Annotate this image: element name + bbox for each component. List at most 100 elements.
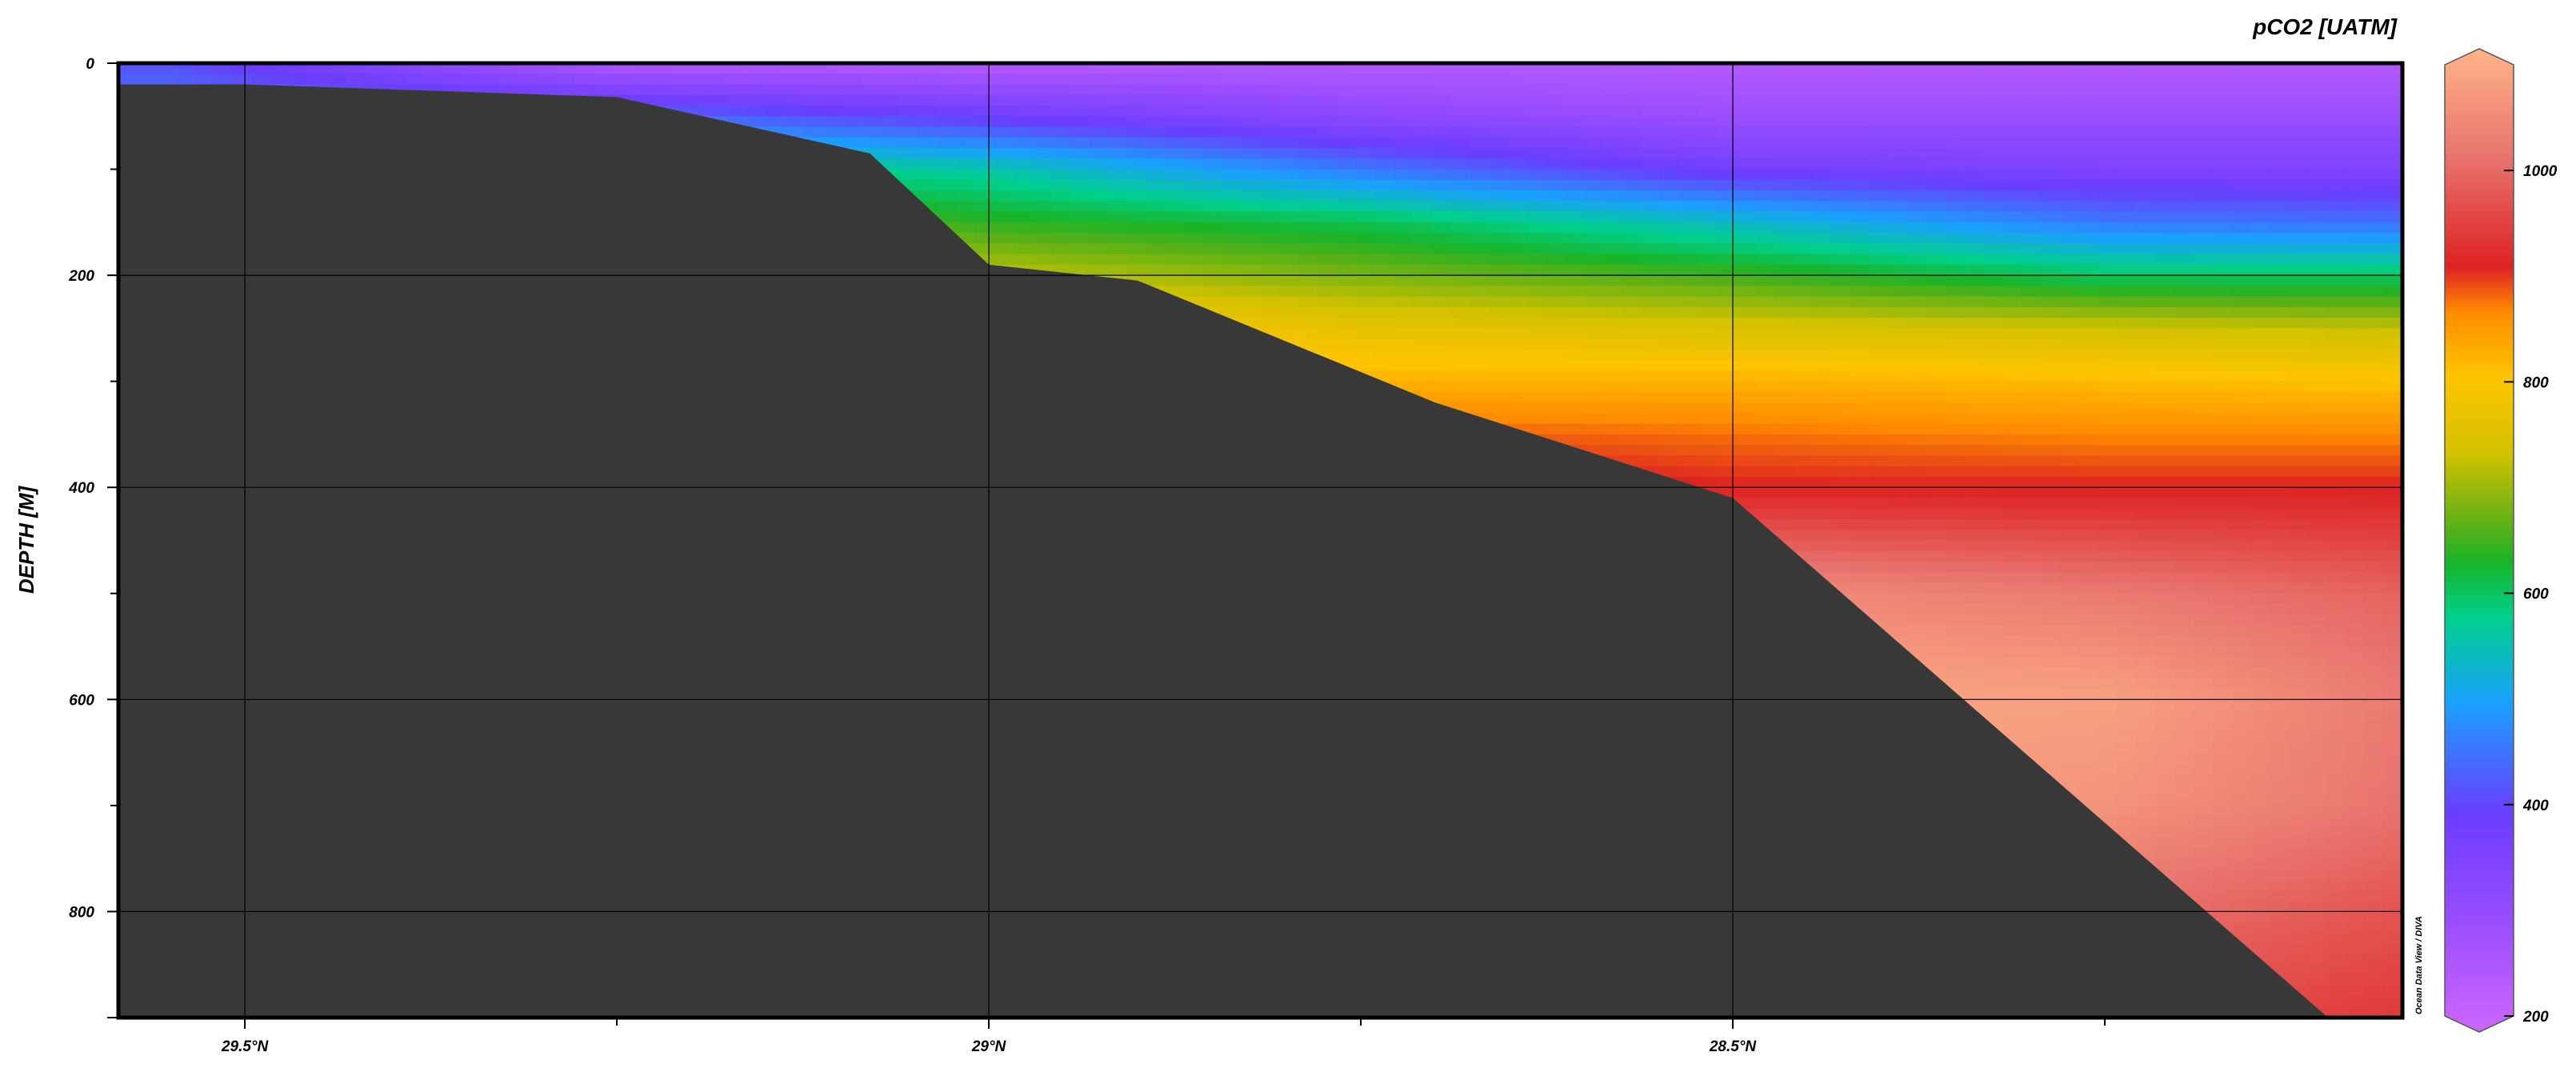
field-cell <box>2098 137 2118 149</box>
field-cell <box>1412 106 1433 118</box>
field-cell <box>2307 275 2327 287</box>
field-cell <box>1907 445 1928 457</box>
field-cell <box>1412 126 1433 138</box>
field-cell <box>1260 264 1281 276</box>
field-cell <box>1602 286 1623 298</box>
field-cell <box>1622 148 1642 160</box>
field-cell <box>1260 254 1281 266</box>
field-cell <box>1431 360 1452 372</box>
field-cell <box>1602 63 1623 75</box>
field-cell <box>2078 338 2099 350</box>
field-cell <box>1126 63 1147 75</box>
field-cell <box>1831 476 1851 489</box>
field-cell <box>1888 264 1909 276</box>
field-cell <box>1489 243 1509 255</box>
field-cell <box>1907 370 1928 382</box>
field-cell <box>1450 328 1471 340</box>
field-cell <box>1983 466 2004 478</box>
field-cell <box>1374 286 1394 298</box>
field-cell <box>860 84 881 96</box>
field-cell <box>2059 211 2080 223</box>
field-cell <box>1983 338 2004 350</box>
field-cell <box>1888 487 1909 499</box>
field-cell <box>1983 402 2004 414</box>
field-cell <box>1736 413 1756 425</box>
field-cell <box>1907 211 1928 223</box>
field-cell <box>1317 74 1338 86</box>
field-cell <box>2212 338 2232 350</box>
field-cell <box>1850 74 1870 86</box>
field-cell <box>2345 190 2366 202</box>
field-cell <box>1507 306 1528 318</box>
field-cell <box>2250 370 2270 382</box>
field-cell <box>1755 148 1775 160</box>
field-cell <box>842 106 862 118</box>
field-cell <box>1622 306 1642 318</box>
field-cell <box>2383 370 2402 382</box>
field-cell <box>1698 222 1718 234</box>
field-cell <box>1812 370 1833 382</box>
field-cell <box>2288 254 2308 266</box>
field-cell <box>1926 370 1946 382</box>
field-cell <box>746 84 766 96</box>
field-cell <box>2040 338 2061 350</box>
field-cell <box>1641 116 1661 128</box>
field-cell <box>1926 158 1946 170</box>
field-cell <box>1964 306 1985 318</box>
field-cell <box>974 116 995 128</box>
field-cell <box>1869 318 1890 330</box>
field-cell <box>1126 222 1147 234</box>
field-cell <box>1070 222 1090 234</box>
field-cell <box>2383 233 2402 245</box>
field-cell <box>1126 106 1147 118</box>
field-cell <box>1660 126 1680 138</box>
field-cell <box>1565 360 1585 372</box>
field-cell <box>2022 455 2042 467</box>
field-cell <box>1602 370 1623 382</box>
field-cell <box>1678 402 1699 414</box>
field-cell <box>2002 487 2022 499</box>
field-cell <box>1602 94 1623 106</box>
field-cell <box>594 74 614 86</box>
field-cell <box>2230 360 2251 372</box>
field-cell <box>1869 381 1890 393</box>
field-cell <box>1793 137 1814 149</box>
field-cell <box>2098 296 2118 308</box>
field-cell <box>2154 169 2175 181</box>
field-cell <box>2174 74 2194 86</box>
field-cell <box>1602 413 1623 425</box>
field-cell <box>1946 211 1966 223</box>
field-cell <box>1869 402 1890 414</box>
field-cell <box>1431 318 1452 330</box>
field-cell <box>2383 63 2402 75</box>
field-cell <box>1013 243 1033 255</box>
field-cell <box>1812 391 1833 403</box>
field-cell <box>1717 296 1738 308</box>
field-cell <box>2022 116 2042 128</box>
field-cell <box>1774 286 1794 298</box>
field-cell <box>1108 158 1128 170</box>
field-cell <box>842 137 862 149</box>
field-cell <box>2230 94 2251 106</box>
field-cell <box>1926 466 1946 478</box>
field-cell <box>2193 254 2213 266</box>
field-cell <box>1964 84 1985 96</box>
field-cell <box>2154 338 2175 350</box>
field-cell <box>1317 233 1338 245</box>
field-cell <box>2022 179 2042 191</box>
field-cell <box>918 84 938 96</box>
field-cell <box>2269 338 2290 350</box>
field-cell <box>2230 158 2251 170</box>
field-cell <box>1660 201 1680 213</box>
field-cell <box>1926 413 1946 425</box>
field-cell <box>1869 148 1890 160</box>
field-cell <box>1622 94 1642 106</box>
field-cell <box>2230 148 2251 160</box>
field-cell <box>2269 233 2290 245</box>
field-cell <box>556 84 576 96</box>
field-cell <box>1888 476 1909 489</box>
field-cell <box>2269 306 2290 318</box>
field-cell <box>1736 434 1756 446</box>
field-cell <box>2154 391 2175 403</box>
field-cell <box>784 106 805 118</box>
